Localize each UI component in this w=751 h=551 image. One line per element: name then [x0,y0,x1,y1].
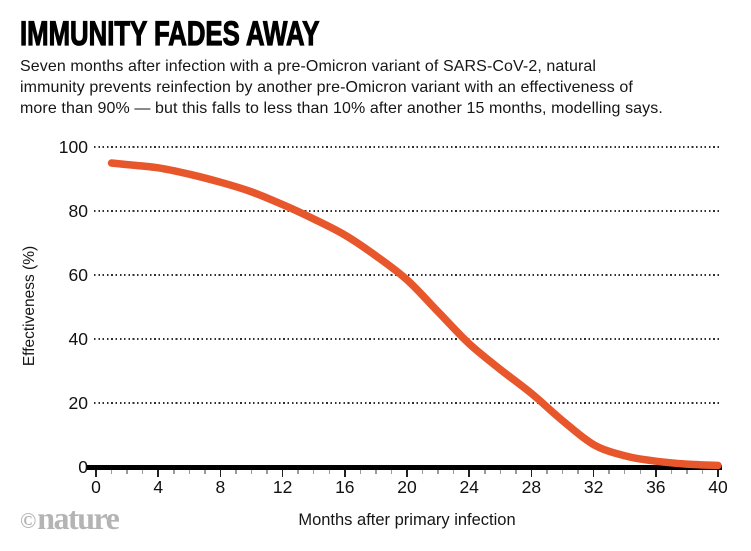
x-minor-tick [670,469,673,474]
x-minor-tick [204,469,206,474]
gridline-100 [94,146,722,148]
x-tick-label: 24 [459,477,479,497]
chart-title: IMMUNITY FADES AWAY [20,13,320,53]
y-tick-label: 40 [68,329,88,349]
x-major-tick [655,469,657,477]
x-minor-tick [499,469,502,474]
x-tick-label: 4 [153,477,164,497]
x-minor-tick [328,469,330,474]
x-minor-tick [608,469,610,474]
x-minor-tick [421,469,424,474]
x-minor-tick [390,469,393,474]
x-tick-label: 16 [335,477,355,497]
subtitle-line: more than 90% — but this falls to less t… [20,100,663,117]
x-minor-tick [639,469,641,474]
gridline-60 [94,274,722,276]
y-axis-title: Effectiveness (%) [21,245,38,367]
x-tick-label: 40 [708,477,728,497]
x-tick-label: 8 [215,477,226,497]
x-minor-tick [141,469,144,474]
x-minor-tick [110,469,113,474]
x-tick-label: 20 [397,477,417,497]
x-minor-tick [701,469,704,474]
y-tick-label: 20 [68,393,88,413]
subtitle-line: Seven months after infection with a pre-… [20,58,597,75]
chart-subtitle: Seven months after infection with a pre-… [20,56,663,119]
x-minor-tick [250,469,253,474]
x-minor-tick [375,469,377,474]
x-minor-tick [546,469,548,474]
gridline-80 [94,210,722,212]
y-tick-label: 80 [68,201,88,221]
nature-wordmark: nature [37,500,120,536]
y-tick-label: 0 [78,457,88,477]
y-tick-label: 100 [58,137,88,157]
gridline-40 [94,338,722,340]
x-major-tick [592,469,595,477]
x-tick-label: 36 [646,477,666,497]
x-minor-tick [484,469,486,474]
x-axis-line [87,464,722,470]
x-major-tick [157,469,159,477]
x-major-tick [406,469,408,477]
x-minor-tick [359,469,362,474]
x-major-tick [530,469,533,477]
x-minor-tick [577,469,579,474]
x-tick-label: 32 [583,477,604,497]
x-major-tick [219,469,222,477]
x-minor-tick [235,469,237,474]
subtitle-line: immunity prevents reinfection by another… [20,79,633,96]
x-major-tick [95,469,97,477]
gridline-20 [94,402,722,404]
x-minor-tick [561,469,564,474]
x-minor-tick [297,469,299,474]
x-major-tick [281,469,284,477]
x-tick-label: 28 [521,477,542,497]
immunity-curve [107,159,722,470]
x-minor-tick [452,469,455,474]
x-major-tick [717,469,719,477]
x-minor-tick [686,469,688,474]
x-minor-tick [266,469,268,474]
x-minor-tick [126,469,128,474]
x-minor-tick [188,469,191,474]
nature-logo: ©nature [20,500,120,538]
x-axis-title: Months after primary infection [298,511,516,529]
copyright-icon: © [20,508,37,533]
x-minor-tick [623,469,626,474]
x-major-tick [468,469,470,477]
y-tick-label: 60 [68,265,88,285]
x-minor-tick [173,469,175,474]
x-minor-tick [437,469,439,474]
x-minor-tick [515,469,517,474]
x-tick-label: 12 [272,477,293,497]
x-major-tick [344,469,346,477]
x-tick-label: 0 [91,477,101,497]
x-minor-tick [312,469,315,474]
